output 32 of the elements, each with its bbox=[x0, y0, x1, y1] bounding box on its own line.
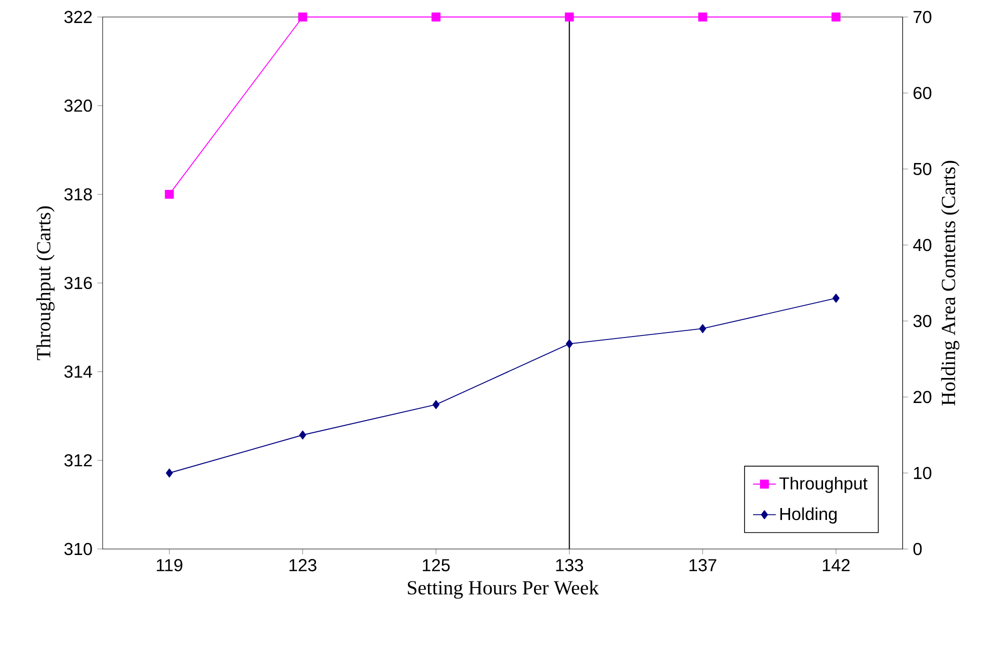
point bbox=[832, 294, 840, 303]
legend-label: Throughput bbox=[779, 476, 868, 494]
point bbox=[166, 468, 173, 478]
point bbox=[432, 400, 440, 410]
y-tick-label: 318 bbox=[64, 188, 92, 200]
x-tick-label: 142 bbox=[822, 559, 850, 572]
x-tick-label: 125 bbox=[422, 559, 450, 572]
x-tick-label: 133 bbox=[556, 559, 584, 572]
y-tick-label: 312 bbox=[64, 454, 92, 466]
y-tick-label: 322 bbox=[64, 10, 92, 24]
point bbox=[299, 430, 306, 440]
y-tick-label: 316 bbox=[64, 276, 92, 290]
point bbox=[699, 324, 706, 334]
y-tick-label: 310 bbox=[64, 542, 92, 556]
y2-tick-label: 20 bbox=[914, 390, 932, 404]
y2-tick-label: 50 bbox=[913, 162, 932, 176]
y-axis-title: Throughput (Carts) bbox=[36, 206, 55, 360]
x-axis-title: Setting Hours Per Week bbox=[408, 580, 599, 599]
y2-tick-label: 30 bbox=[913, 314, 932, 328]
y2-tick-label: 40 bbox=[913, 238, 932, 252]
y2-axis-title: Holding Area Contents (Carts) bbox=[941, 160, 960, 406]
x-tick-label: 137 bbox=[690, 559, 716, 572]
y2-tick-label: 10 bbox=[914, 466, 932, 480]
legend-label: Holding bbox=[780, 507, 837, 524]
y2-tick-label: 70 bbox=[914, 10, 932, 24]
y2-tick-label: 0 bbox=[913, 542, 922, 556]
y-tick-label: 320 bbox=[64, 100, 92, 112]
y-tick-label: 314 bbox=[64, 366, 92, 378]
y2-tick-label: 60 bbox=[914, 86, 932, 100]
x-tick-label: 123 bbox=[290, 559, 316, 572]
point bbox=[566, 339, 573, 348]
x-tick-label: 119 bbox=[156, 559, 182, 572]
